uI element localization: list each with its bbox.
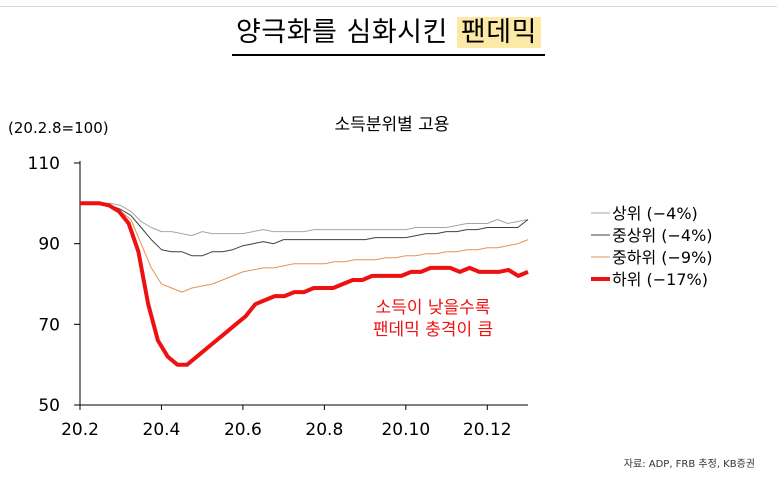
axes: 50 70 90 110 20.2 20.4 20.6 20.8 20.10 20.12 (28, 154, 528, 440)
source-note: 자료: ADP, FRB 추정, KB증권 (623, 459, 755, 470)
annotation-line-1: 팬데믹 충격이 큼 (373, 320, 493, 340)
series-line-3 (80, 201, 529, 367)
series-line-1 (80, 202, 529, 257)
x-tick-label: 20.12 (463, 420, 512, 440)
y-tick-label: 70 (38, 315, 60, 335)
y-tick-label: 90 (38, 235, 60, 255)
legend-label-3: 하위 (−17%) (612, 270, 708, 289)
series-line-0 (80, 202, 529, 237)
series-lines (80, 201, 529, 367)
legend: 상위 (−4%) 중상위 (−4%) 중하위 (−9%) 하위 (−17%) (591, 204, 713, 289)
legend-label-1: 중상위 (−4%) (612, 226, 713, 245)
page-title: 양극화를 심화시킨 팬데믹 (0, 10, 777, 56)
x-tick-label: 20.8 (305, 420, 343, 440)
y-tick-label: 110 (28, 154, 60, 174)
y-tick-label: 50 (38, 396, 60, 416)
legend-label-0: 상위 (−4%) (612, 204, 698, 223)
title-main: 양극화를 심화시킨 (236, 17, 457, 48)
annotation-line-0: 소득이 낮을수록 (376, 298, 491, 318)
title-underline: 양극화를 심화시킨 팬데믹 (232, 10, 545, 56)
legend-label-2: 중하위 (−9%) (612, 248, 713, 267)
x-tick-label: 20.6 (224, 420, 262, 440)
x-tick-label: 20.4 (143, 420, 181, 440)
series-line-2 (80, 202, 529, 293)
top-rule (0, 6, 777, 7)
x-tick-label: 20.10 (381, 420, 430, 440)
chart-title: 소득분위별 고용 (335, 115, 450, 135)
x-tick-label: 20.2 (61, 420, 99, 440)
title-highlight: 팬데믹 (456, 17, 541, 48)
index-note: (20.2.8=100) (8, 119, 109, 137)
